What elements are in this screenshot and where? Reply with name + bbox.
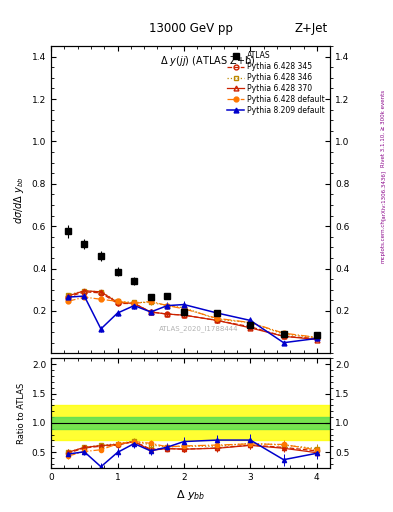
Bar (51, 417, 330, 429)
Legend: ATLAS, Pythia 6.428 345, Pythia 6.428 346, Pythia 6.428 370, Pythia 6.428 defaul: ATLAS, Pythia 6.428 345, Pythia 6.428 34… (226, 50, 326, 117)
Text: mcplots.cern.ch: mcplots.cern.ch (381, 219, 386, 263)
Text: $\Delta\ y(jj)$ (ATLAS Z+b): $\Delta\ y(jj)$ (ATLAS Z+b) (160, 54, 255, 68)
Y-axis label: Ratio to ATLAS: Ratio to ATLAS (17, 383, 26, 444)
Text: ATLAS_2020_I1788444: ATLAS_2020_I1788444 (159, 325, 239, 332)
Text: Rivet 3.1.10, ≥ 300k events: Rivet 3.1.10, ≥ 300k events (381, 90, 386, 166)
Text: [arXiv:1306.3436]: [arXiv:1306.3436] (381, 169, 386, 220)
Bar (51, 405, 330, 440)
Y-axis label: $d\sigma/d\Delta\ y_{bb}$: $d\sigma/d\Delta\ y_{bb}$ (12, 176, 26, 224)
Text: Z+Jet: Z+Jet (294, 23, 327, 35)
X-axis label: $\Delta\ y_{bb}$: $\Delta\ y_{bb}$ (176, 488, 205, 502)
Text: 13000 GeV pp: 13000 GeV pp (149, 23, 233, 35)
